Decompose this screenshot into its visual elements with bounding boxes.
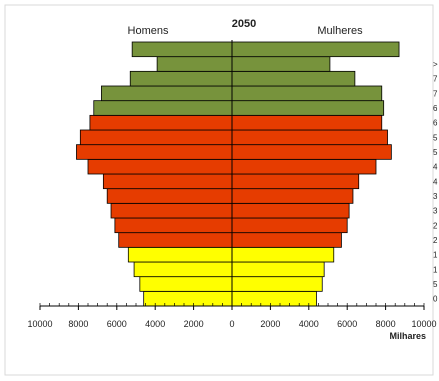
bar-homens bbox=[129, 70, 233, 87]
age-group-label: 0 bbox=[433, 295, 438, 304]
x-tick-label: 4000 bbox=[299, 319, 319, 329]
age-group-label: 5 bbox=[433, 133, 438, 142]
age-group-label: 6 bbox=[433, 119, 438, 128]
bar-mulheres bbox=[231, 261, 325, 278]
bar-mulheres bbox=[231, 232, 342, 248]
age-group-label: 3 bbox=[433, 192, 438, 201]
chart-title: 2050 bbox=[232, 18, 256, 30]
bar-homens bbox=[79, 129, 233, 146]
bar-homens bbox=[114, 217, 233, 234]
x-tick-label: 10000 bbox=[411, 319, 436, 329]
bar-homens bbox=[106, 188, 233, 204]
x-axis: 10000 8000 6000 4000 2000 0 2000 4000 6000 8000 10… bbox=[27, 303, 437, 329]
right-side-label: Mulheres bbox=[317, 25, 363, 37]
bar-mulheres bbox=[231, 217, 348, 234]
x-tick-label: 0 bbox=[229, 319, 234, 329]
age-group-label: > bbox=[433, 60, 438, 69]
age-group-label: 4 bbox=[433, 177, 438, 186]
x-tick-label: 6000 bbox=[107, 319, 127, 329]
x-tick-label: 8000 bbox=[376, 319, 396, 329]
bar-mulheres bbox=[231, 276, 323, 292]
bar-homens bbox=[110, 202, 233, 219]
age-group-label: 5 bbox=[433, 280, 438, 289]
bar-homens bbox=[139, 276, 233, 292]
bar-homens bbox=[156, 56, 233, 72]
bar-homens bbox=[89, 114, 233, 131]
bar-homens bbox=[102, 173, 233, 190]
bar-homens bbox=[93, 100, 233, 116]
bar-homens bbox=[143, 290, 233, 307]
bar-homens bbox=[131, 41, 233, 58]
bar-mulheres bbox=[231, 188, 354, 204]
age-group-label: 4 bbox=[433, 163, 438, 172]
bar-homens bbox=[87, 158, 233, 175]
bar-mulheres bbox=[231, 173, 360, 190]
bar-mulheres bbox=[231, 100, 385, 116]
age-group-label: 2 bbox=[433, 221, 438, 230]
age-group-label: 7 bbox=[433, 75, 438, 84]
age-group-label: 1 bbox=[433, 265, 438, 274]
bar-mulheres bbox=[231, 158, 377, 175]
bar-homens bbox=[133, 261, 233, 278]
bar-homens bbox=[76, 144, 233, 160]
bar-mulheres bbox=[231, 114, 383, 131]
bar-mulheres bbox=[231, 202, 350, 219]
age-group-label: 5 bbox=[433, 148, 438, 157]
bar-mulheres bbox=[231, 144, 392, 160]
age-group-label: 2 bbox=[433, 236, 438, 245]
bar-homens bbox=[127, 246, 233, 263]
age-group-label: 6 bbox=[433, 104, 438, 113]
age-group-label: 3 bbox=[433, 207, 438, 216]
age-group-label: 1 bbox=[433, 251, 438, 260]
bar-mulheres bbox=[231, 85, 383, 102]
bar-homens bbox=[101, 85, 233, 102]
bar-mulheres bbox=[231, 246, 335, 263]
left-side-label: Homens bbox=[128, 25, 169, 37]
x-tick-label: 2000 bbox=[184, 319, 204, 329]
bar-mulheres bbox=[231, 70, 356, 87]
age-labels-group: 0 5 1 1 2 2 3 3 4 4 5 5 6 6 7 7 > bbox=[433, 60, 438, 304]
x-tick-label: 4000 bbox=[145, 319, 165, 329]
x-tick-label: 2000 bbox=[260, 319, 280, 329]
x-tick-label: 8000 bbox=[68, 319, 88, 329]
bar-mulheres bbox=[231, 41, 400, 58]
age-group-label: 7 bbox=[433, 89, 438, 98]
bar-homens bbox=[118, 232, 233, 248]
bar-mulheres bbox=[231, 129, 388, 146]
x-tick-label: 10000 bbox=[27, 319, 52, 329]
bar-mulheres bbox=[231, 290, 317, 307]
bars-group bbox=[76, 40, 400, 307]
bar-mulheres bbox=[231, 56, 331, 72]
x-tick-label: 6000 bbox=[337, 319, 357, 329]
x-axis-label: Milhares bbox=[389, 331, 426, 341]
